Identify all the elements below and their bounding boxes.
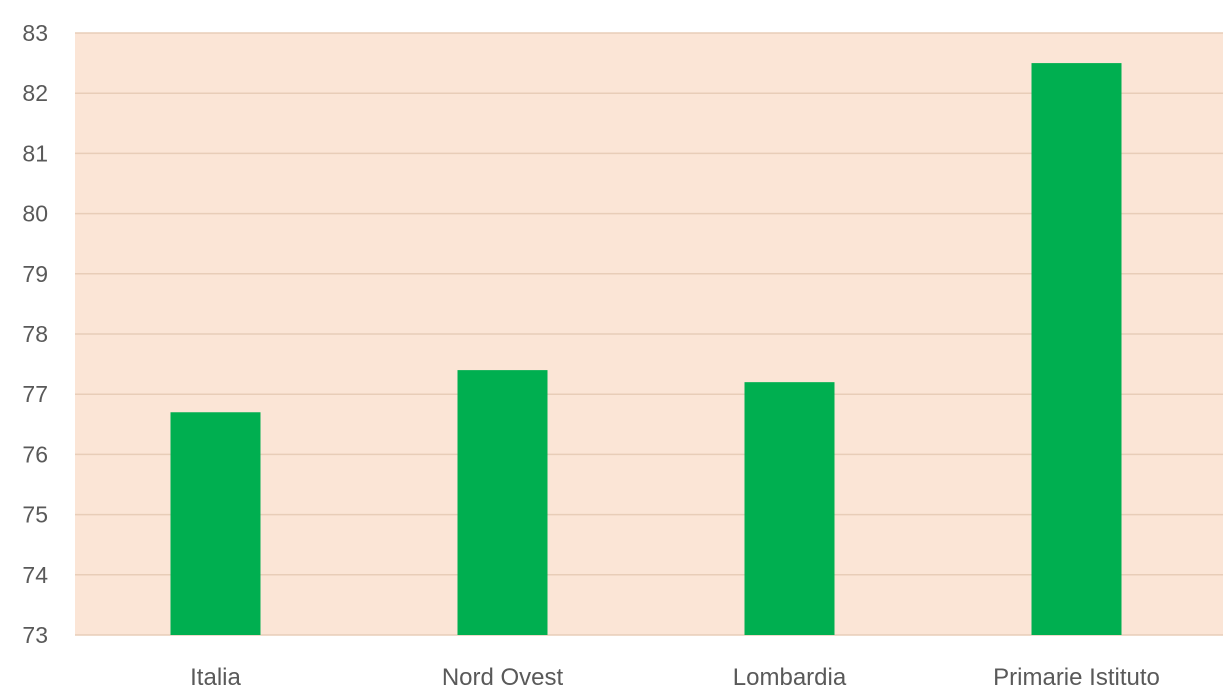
bars <box>170 63 1122 636</box>
y-tick-label: 78 <box>22 321 48 347</box>
bar-nord-ovest <box>457 370 548 635</box>
y-tick-label: 81 <box>22 140 48 166</box>
y-tick-label: 75 <box>22 502 48 528</box>
x-axis-category-labels: Italia Nord Ovest Lombardia Primarie Istitu… <box>190 664 1160 691</box>
y-tick-label: 80 <box>22 201 48 227</box>
y-tick-label: 79 <box>22 261 48 287</box>
bar-italia <box>170 412 261 635</box>
y-tick-label: 74 <box>22 562 48 588</box>
y-tick-label: 73 <box>22 622 48 648</box>
y-tick-label: 77 <box>22 381 48 407</box>
y-tick-label: 83 <box>22 20 48 46</box>
x-category-label: Lombardia <box>733 664 847 691</box>
x-category-label: Nord Ovest <box>442 664 564 691</box>
x-category-label: Italia <box>190 664 241 691</box>
bar-primarie-istituto <box>1031 63 1122 636</box>
x-category-label: Primarie Istituto <box>993 664 1160 691</box>
y-tick-label: 82 <box>22 80 48 106</box>
bar-lombardia <box>744 382 835 635</box>
y-axis-tick-labels: 73 74 75 76 77 78 79 80 81 82 83 <box>22 20 48 648</box>
y-tick-label: 76 <box>22 441 48 467</box>
